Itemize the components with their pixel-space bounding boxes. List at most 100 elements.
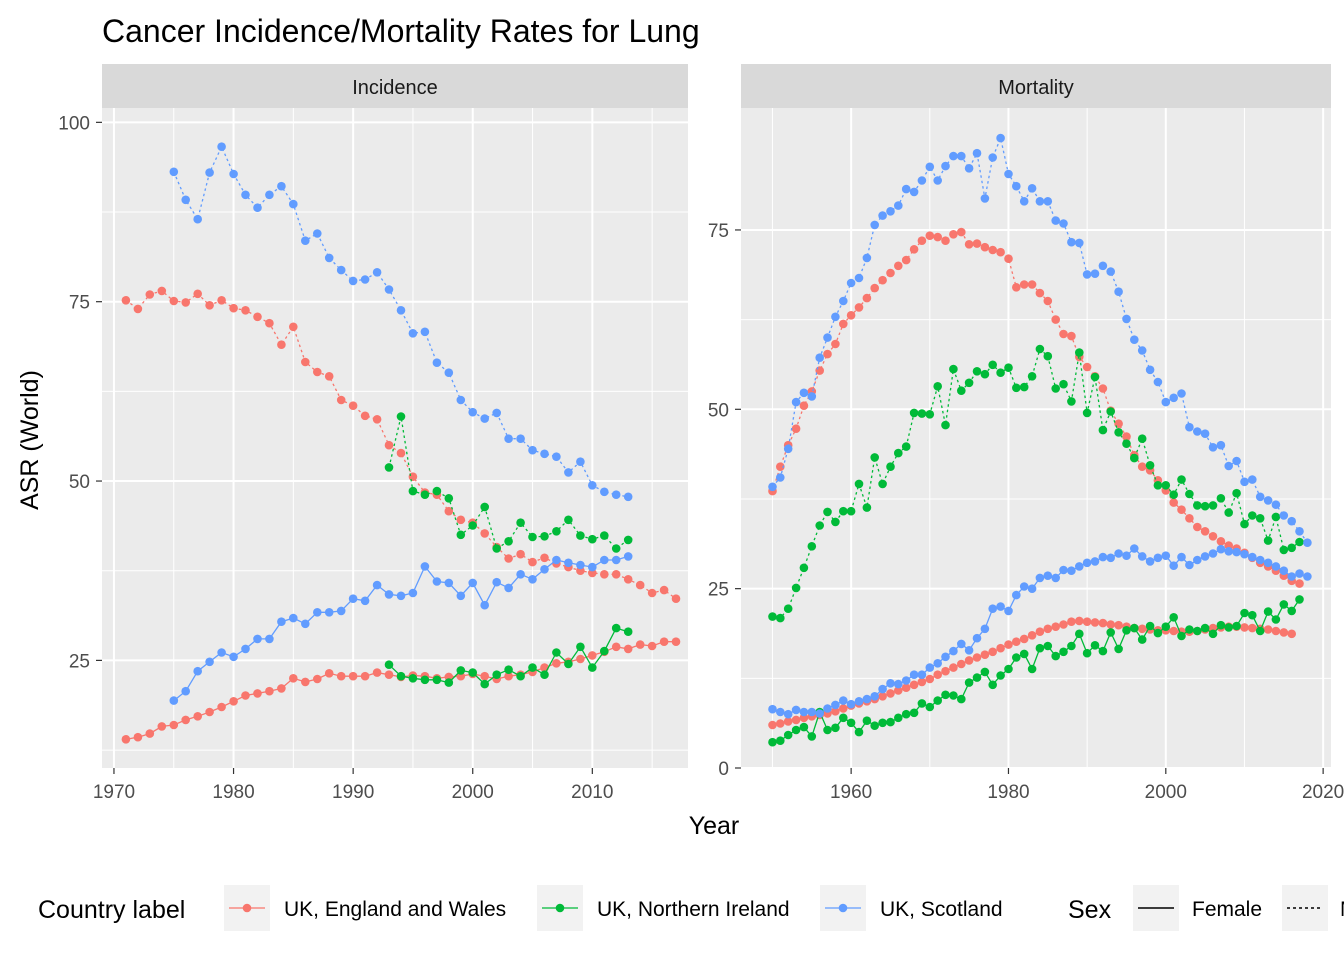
incidence-uk-northern-ireland-male-point bbox=[468, 521, 478, 530]
mortality-uk-scotland-male-point bbox=[1027, 184, 1037, 193]
mortality-uk-scotland-male-point bbox=[941, 161, 950, 171]
mortality-uk-scotland-female-point bbox=[894, 679, 903, 689]
mortality-uk-england-and-wales-female-point bbox=[957, 659, 966, 669]
incidence-uk-england-and-wales-male-point bbox=[289, 322, 298, 332]
incidence-uk-northern-ireland-male-point bbox=[576, 531, 585, 540]
mortality-uk-england-and-wales-female-point bbox=[1035, 627, 1045, 636]
mortality-uk-northern-ireland-female-point bbox=[870, 721, 879, 730]
mortality-uk-scotland-male-point bbox=[1137, 346, 1147, 355]
incidence-uk-northern-ireland-male-point bbox=[540, 532, 549, 541]
incidence-uk-scotland-female-point bbox=[372, 580, 382, 590]
mortality-uk-scotland-male-point bbox=[1051, 216, 1060, 225]
mortality-uk-northern-ireland-female-point bbox=[1153, 628, 1163, 638]
mortality-uk-england-and-wales-female-point bbox=[791, 715, 801, 725]
mortality-uk-england-and-wales-male-point bbox=[799, 401, 809, 411]
incidence-uk-northern-ireland-male-point bbox=[432, 486, 442, 496]
incidence-uk-scotland-female-point bbox=[348, 594, 358, 603]
mortality-uk-northern-ireland-male-point bbox=[1208, 501, 1218, 510]
mortality-uk-england-and-wales-male-point bbox=[901, 255, 911, 265]
mortality-uk-scotland-female-point bbox=[1082, 558, 1092, 568]
incidence-uk-england-and-wales-female-point bbox=[623, 644, 633, 654]
mortality-uk-northern-ireland-male-point bbox=[1051, 384, 1060, 393]
incidence-uk-northern-ireland-male-point bbox=[396, 412, 406, 421]
mortality-uk-northern-ireland-female-point bbox=[1208, 629, 1218, 639]
mortality-uk-northern-ireland-female-point bbox=[846, 718, 856, 728]
mortality-uk-northern-ireland-female-point bbox=[964, 678, 974, 687]
mortality-uk-northern-ireland-female-point bbox=[776, 736, 785, 745]
incidence-uk-scotland-female-point bbox=[492, 577, 502, 587]
incidence-uk-northern-ireland-male-point bbox=[611, 544, 621, 553]
mortality-uk-scotland-male-point bbox=[1271, 500, 1281, 510]
mortality-uk-scotland-male-point bbox=[894, 201, 903, 210]
mortality-uk-northern-ireland-male-point bbox=[799, 563, 809, 573]
mortality-uk-scotland-male-point bbox=[1075, 238, 1084, 248]
mortality-uk-scotland-female-point bbox=[878, 684, 887, 694]
x-tick-label: 2000 bbox=[1145, 782, 1187, 803]
mortality-uk-northern-ireland-male-point bbox=[1177, 475, 1186, 484]
incidence-uk-england-and-wales-male-point bbox=[623, 575, 633, 584]
mortality-uk-scotland-male-point bbox=[799, 388, 809, 398]
incidence-uk-england-and-wales-female-point bbox=[157, 722, 167, 731]
legend-female-label: Female bbox=[1192, 898, 1262, 921]
mortality-panel: Mortality 0 25 50 75 1960 1980 2000 2020 bbox=[708, 64, 1344, 803]
mortality-uk-northern-ireland-female-point bbox=[1130, 623, 1139, 633]
mortality-uk-scotland-female-point bbox=[1012, 590, 1021, 600]
legend-uk-england-and-wales-label: UK, England and Wales bbox=[284, 898, 506, 921]
mortality-uk-scotland-male-point bbox=[1200, 429, 1210, 439]
incidence-uk-scotland-female-point bbox=[600, 555, 609, 565]
mortality-uk-scotland-female-point bbox=[776, 707, 785, 717]
mortality-uk-england-and-wales-male-point bbox=[1059, 329, 1068, 339]
mortality-uk-northern-ireland-male-point bbox=[1153, 481, 1163, 490]
mortality-uk-northern-ireland-male-point bbox=[1240, 519, 1249, 529]
mortality-uk-scotland-female-point bbox=[815, 709, 824, 718]
incidence-uk-england-and-wales-male-point bbox=[313, 367, 322, 377]
mortality-uk-northern-ireland-female-point bbox=[1043, 641, 1053, 651]
mortality-uk-northern-ireland-male-point bbox=[1248, 511, 1257, 520]
incidence-uk-scotland-male-point bbox=[384, 285, 394, 294]
mortality-uk-scotland-female-point bbox=[1098, 552, 1108, 562]
incidence-uk-england-and-wales-male-point bbox=[647, 588, 657, 598]
mortality-uk-northern-ireland-male-point bbox=[988, 360, 997, 370]
mortality-uk-scotland-female-point bbox=[1035, 573, 1045, 583]
incidence-uk-england-and-wales-male-point bbox=[528, 557, 537, 567]
mortality-uk-scotland-female-point bbox=[957, 639, 966, 649]
incidence-uk-england-and-wales-male-point bbox=[659, 585, 669, 595]
incidence-uk-england-and-wales-male-point bbox=[480, 529, 490, 538]
mortality-uk-northern-ireland-male-point bbox=[1224, 508, 1233, 517]
mortality-uk-england-and-wales-female-point bbox=[1098, 618, 1108, 628]
mortality-uk-scotland-male-series bbox=[768, 133, 1312, 547]
incidence-uk-england-and-wales-female-point bbox=[169, 720, 179, 730]
mortality-uk-northern-ireland-female-point bbox=[1279, 600, 1289, 609]
mortality-uk-england-and-wales-female-point bbox=[972, 653, 982, 662]
mortality-uk-northern-ireland-female-point bbox=[886, 717, 895, 727]
incidence-uk-england-and-wales-female-point bbox=[133, 732, 143, 742]
mortality-uk-scotland-male-point bbox=[980, 194, 990, 203]
incidence-uk-england-and-wales-male-point bbox=[229, 303, 238, 313]
incidence-uk-england-and-wales-male-point bbox=[157, 286, 167, 296]
incidence-uk-england-and-wales-male-point bbox=[360, 411, 370, 421]
mortality-uk-northern-ireland-male-point bbox=[1122, 439, 1131, 449]
incidence-uk-scotland-male-point bbox=[241, 190, 250, 200]
mortality-uk-northern-ireland-female-point bbox=[1082, 648, 1092, 658]
incidence-uk-scotland-male-point bbox=[564, 468, 573, 477]
mortality-uk-england-and-wales-female-point bbox=[1059, 620, 1068, 629]
incidence-uk-scotland-male-point bbox=[336, 265, 346, 275]
incidence-uk-england-and-wales-female-point bbox=[588, 651, 597, 660]
mortality-uk-scotland-male-point bbox=[878, 211, 887, 220]
mortality-uk-scotland-male-point bbox=[917, 176, 927, 185]
incidence-uk-northern-ireland-male-point bbox=[420, 490, 430, 500]
mortality-uk-england-and-wales-female-point bbox=[1019, 634, 1029, 644]
mortality-uk-northern-ireland-male-point bbox=[1287, 543, 1296, 553]
mortality-uk-scotland-male-point bbox=[1303, 538, 1312, 547]
mortality-uk-northern-ireland-female-point bbox=[1019, 649, 1029, 659]
incidence-uk-scotland-male-series bbox=[169, 142, 633, 502]
mortality-uk-northern-ireland-female-point bbox=[1075, 629, 1084, 639]
mortality-uk-england-and-wales-male-point bbox=[957, 227, 966, 237]
mortality-uk-scotland-male-point bbox=[972, 148, 982, 158]
mortality-uk-scotland-male-point bbox=[925, 162, 935, 172]
mortality-uk-scotland-male-point bbox=[1161, 397, 1171, 407]
mortality-uk-northern-ireland-male-point bbox=[980, 369, 990, 379]
mortality-uk-scotland-female-point bbox=[988, 604, 997, 613]
mortality-uk-england-and-wales-male-point bbox=[1295, 579, 1304, 588]
mortality-uk-northern-ireland-male-point bbox=[1035, 344, 1045, 354]
